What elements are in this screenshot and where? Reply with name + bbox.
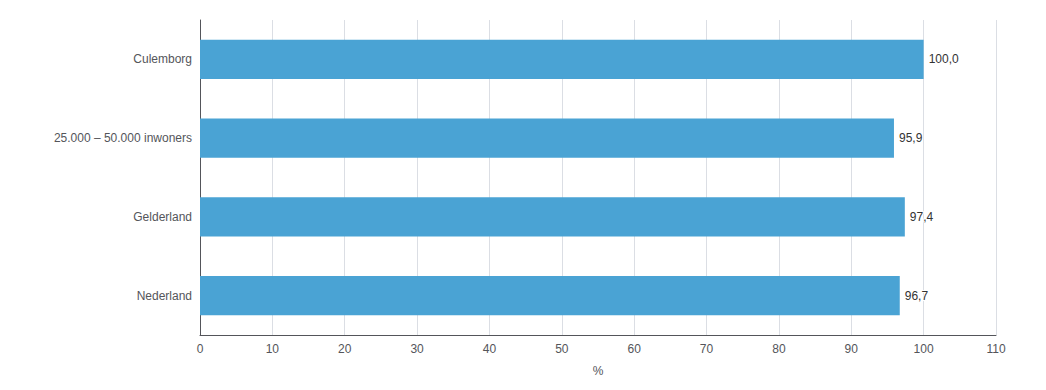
svg-text:90: 90 <box>845 342 859 356</box>
svg-text:25.000 – 50.000 inwoners: 25.000 – 50.000 inwoners <box>54 131 192 145</box>
svg-text:60: 60 <box>628 342 642 356</box>
svg-text:Culemborg: Culemborg <box>133 52 192 66</box>
svg-text:30: 30 <box>410 342 424 356</box>
svg-text:Nederland: Nederland <box>137 289 192 303</box>
svg-text:Gelderland: Gelderland <box>133 210 192 224</box>
svg-text:%: % <box>593 364 604 378</box>
svg-text:110: 110 <box>986 342 1005 356</box>
svg-text:100,0: 100,0 <box>929 52 959 66</box>
svg-text:10: 10 <box>266 342 280 356</box>
svg-text:96,7: 96,7 <box>905 289 929 303</box>
svg-text:50: 50 <box>555 342 569 356</box>
svg-text:80: 80 <box>772 342 786 356</box>
svg-text:70: 70 <box>700 342 714 356</box>
svg-text:97,4: 97,4 <box>910 210 934 224</box>
svg-text:100: 100 <box>914 342 934 356</box>
svg-text:0: 0 <box>197 342 204 356</box>
svg-text:40: 40 <box>483 342 497 356</box>
svg-text:95,9: 95,9 <box>899 131 923 145</box>
svg-text:20: 20 <box>338 342 352 356</box>
